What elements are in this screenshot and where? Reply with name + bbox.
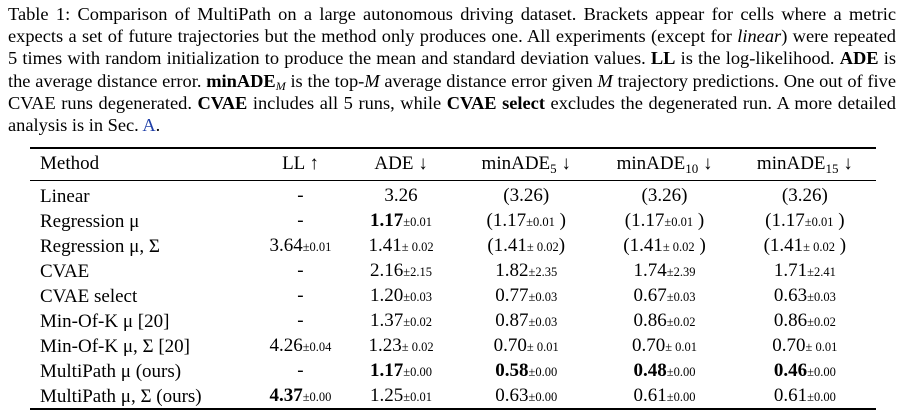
header-ll: LL ↑: [282, 153, 319, 174]
cell-ll: -: [297, 360, 304, 381]
cell-ll: -: [297, 285, 304, 306]
cell-m10: 0.70± 0.01: [631, 335, 698, 356]
cell-m10: 0.48±0.00: [633, 360, 696, 381]
cell-method: CVAE: [40, 260, 90, 282]
cell-ll: -: [297, 310, 304, 331]
header-method: Method: [40, 153, 100, 174]
cell-method: Min-Of-K μ, Σ [20]: [40, 335, 190, 357]
cell-m10: 1.74±2.39: [633, 260, 696, 281]
cell-m5: 0.87±0.03: [495, 310, 558, 331]
header-ade: ADE ↓: [374, 153, 428, 174]
cell-m15: (1.41± 0.02 ): [763, 235, 847, 256]
cell-ll: 4.26±0.04: [269, 335, 332, 356]
cell-m15: 0.63±0.03: [773, 285, 836, 306]
table-row: MultiPath μ (ours) - 1.17±0.00 0.58±0.00 0.4…: [30, 359, 876, 384]
cell-method: Regression μ, Σ: [40, 235, 160, 257]
cell-m5: (3.26): [503, 185, 550, 206]
cell-ll: -: [297, 185, 304, 206]
cell-m5: 0.70± 0.01: [493, 335, 559, 356]
cell-m10: 0.67±0.03: [633, 285, 696, 306]
table-header-row: Method LL ↑ ADE ↓ minADE5 ↓ minADE10 ↓ m…: [30, 148, 876, 180]
cell-m5: 0.63±0.00: [495, 385, 558, 406]
cell-m10: 0.61±0.00: [633, 385, 696, 406]
table-row: Linear - 3.26 (3.26) (3.26) (3.26): [30, 180, 876, 209]
cell-ade: 1.23± 0.02: [368, 335, 434, 356]
table-body: Linear - 3.26 (3.26) (3.26) (3.26) Regression …: [30, 180, 876, 409]
cell-m10: 0.86±0.02: [633, 310, 696, 331]
header-minade10: minADE10 ↓: [616, 153, 713, 176]
cell-ll: 4.37±0.00: [269, 385, 332, 406]
table-bottom-rule: [30, 408, 876, 410]
cell-m5: 0.58±0.00: [495, 360, 558, 381]
table-caption: Table 1: Comparison of MultiPath on a la…: [8, 4, 897, 136]
results-table: Method LL ↑ ADE ↓ minADE5 ↓ minADE10 ↓ m…: [30, 148, 876, 409]
cell-m15: (1.17±0.01 ): [765, 210, 845, 231]
cell-method: Regression μ: [40, 210, 140, 232]
cell-m5: (1.41± 0.02): [487, 235, 566, 256]
cell-ade: 2.16±2.15: [370, 260, 433, 281]
cell-m5: (1.17±0.01 ): [486, 210, 566, 231]
cell-m15: 0.86±0.02: [773, 310, 836, 331]
header-minade5: minADE5 ↓: [481, 153, 571, 176]
cell-ade: 1.20±0.03: [370, 285, 433, 306]
table-row: Regression μ, Σ 3.64±0.01 1.41± 0.02 (1.41±…: [30, 234, 876, 259]
cell-ade: 1.41± 0.02: [368, 235, 434, 256]
cell-m5: 1.82±2.35: [495, 260, 558, 281]
cell-ll: -: [297, 210, 304, 231]
cell-ade: 3.26: [384, 185, 418, 206]
header-minade15: minADE15 ↓: [756, 153, 853, 176]
cell-method: MultiPath μ, Σ (ours): [40, 385, 202, 407]
cell-method: Linear: [40, 185, 90, 207]
cell-method: CVAE select: [40, 285, 138, 307]
table-row: CVAE - 2.16±2.15 1.82±2.35 1.74±2.39 1.71±2.4…: [30, 259, 876, 284]
cell-m15: 0.70± 0.01: [772, 335, 838, 356]
table-header-rule: [30, 180, 876, 181]
section-link[interactable]: A: [142, 115, 156, 136]
table-row: MultiPath μ, Σ (ours) 4.37±0.00 1.25±0.01 0…: [30, 384, 876, 409]
cell-ll: 3.64±0.01: [269, 235, 332, 256]
table-row: Min-Of-K μ [20] - 1.37±0.02 0.87±0.03 0.86±0…: [30, 309, 876, 334]
cell-ade: 1.17±0.00: [370, 360, 433, 381]
cell-m5: 0.77±0.03: [495, 285, 558, 306]
table-row: Regression μ - 1.17±0.01 (1.17±0.01 ) (1.17±…: [30, 209, 876, 234]
caption-label: Table 1:: [8, 4, 71, 24]
cell-ll: -: [297, 260, 304, 281]
cell-method: Min-Of-K μ [20]: [40, 310, 170, 332]
cell-m15: 0.46±0.00: [773, 360, 836, 381]
cell-m10: (1.17±0.01 ): [624, 210, 705, 231]
cell-m15: 0.61±0.00: [773, 385, 836, 406]
cell-m15: (3.26): [781, 185, 828, 206]
table-top-rule: [30, 147, 876, 149]
cell-method: MultiPath μ (ours): [40, 360, 182, 382]
cell-m10: (1.41± 0.02 ): [623, 235, 706, 256]
table-row: CVAE select - 1.20±0.03 0.77±0.03 0.67±0.03 0…: [30, 284, 876, 309]
cell-ade: 1.17±0.01: [370, 210, 433, 231]
cell-ade: 1.25±0.01: [370, 385, 433, 406]
cell-m15: 1.71±2.41: [773, 260, 836, 281]
cell-m10: (3.26): [641, 185, 688, 206]
table-row: Min-Of-K μ, Σ [20] 4.26±0.04 1.23± 0.02 0.7…: [30, 334, 876, 359]
cell-ade: 1.37±0.02: [370, 310, 433, 331]
